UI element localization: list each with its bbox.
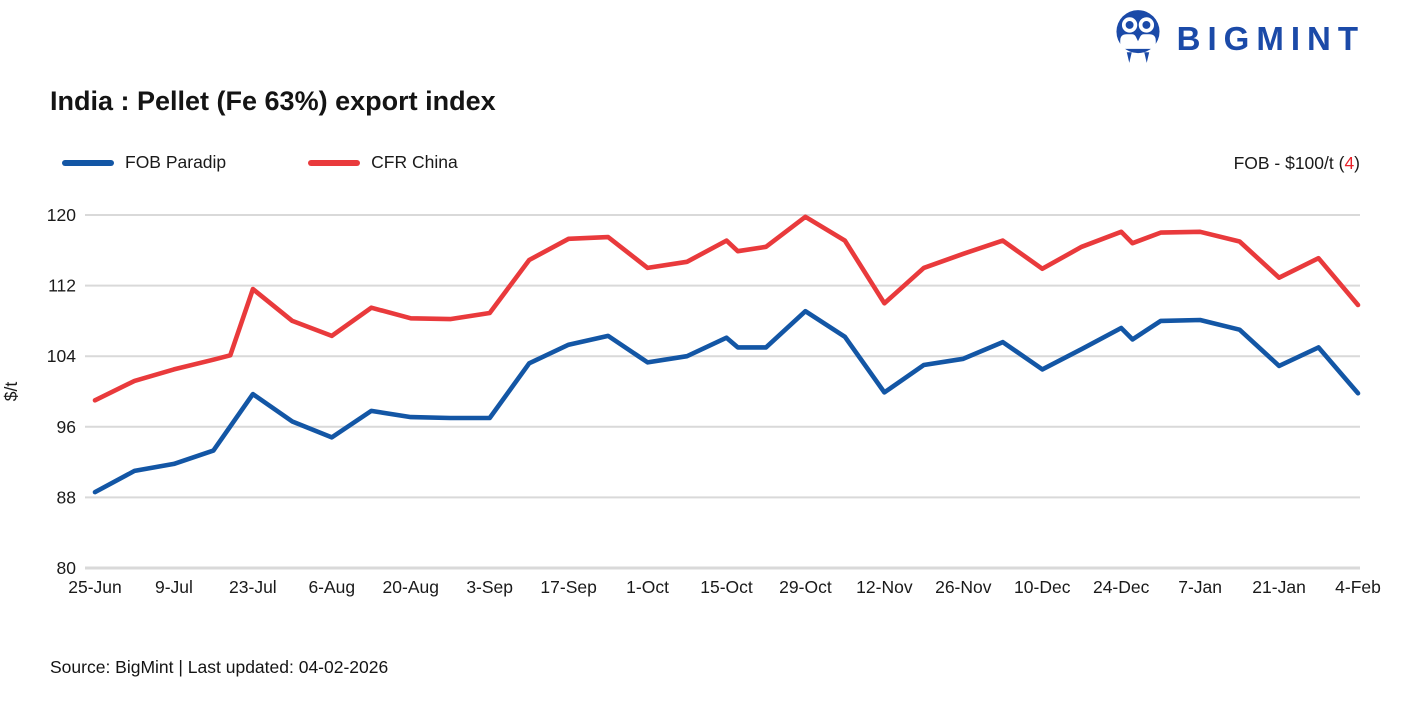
bigmint-logo-text: BIGMINT [1176,19,1365,57]
x-tick-label-26-Nov: 26-Nov [935,577,992,597]
x-tick-label-21-Jan: 21-Jan [1252,577,1306,597]
chart-legend: FOB Paradip CFR China [62,152,458,173]
x-tick-label-3-Sep: 3-Sep [466,577,513,597]
series-line-fob-paradip [92,308,1361,495]
y-tick-label-112: 112 [48,276,76,296]
series-line-cfr-china [92,214,1361,403]
source-note: Source: BigMint | Last updated: 04-02-20… [50,657,389,677]
x-tick-label-7-Jan: 7-Jan [1178,577,1222,597]
x-tick-label-20-Aug: 20-Aug [383,577,439,597]
x-tick-label-12-Nov: 12-Nov [856,577,913,597]
x-tick-label-4-Feb: 4-Feb [1335,577,1381,597]
fob-price-paren-close: ) [1354,153,1360,173]
legend-swatch-cfr-china [308,159,361,166]
y-tick-label-88: 88 [57,487,76,507]
chart-title: India : Pellet (Fe 63%) export index [50,86,496,116]
x-tick-label-29-Oct: 29-Oct [779,577,832,597]
y-tick-label-104: 104 [47,346,76,366]
legend-swatch-fob-paradip [62,159,114,166]
y-tick-label-80: 80 [57,558,77,578]
y-axis-label: $/t [1,382,21,402]
fob-price-label: FOB - $100/t ( [1233,153,1345,173]
x-tick-label-25-Jun: 25-Jun [68,577,122,597]
bigmint-logo: BIGMINT [1112,9,1365,65]
x-tick-label-9-Jul: 9-Jul [155,577,193,597]
x-tick-label-15-Oct: 15-Oct [700,577,753,597]
y-tick-label-96: 96 [57,417,76,437]
x-tick-label-24-Dec: 24-Dec [1093,577,1150,597]
legend-label-fob-paradip: FOB Paradip [125,152,227,172]
fob-price-change-value: 4 [1344,153,1355,173]
x-tick-label-23-Jul: 23-Jul [229,577,277,597]
bigmint-logo-icon [1116,10,1160,63]
x-tick-label-1-Oct: 1-Oct [626,577,669,597]
legend-item-cfr-china: CFR China [308,152,458,173]
legend-item-fob-paradip: FOB Paradip [62,152,226,173]
fob-price-annotation: FOB - $100/t (4) [1234,153,1360,174]
x-tick-label-17-Sep: 17-Sep [540,577,596,597]
x-tick-label-6-Aug: 6-Aug [308,577,355,597]
legend-label-cfr-china: CFR China [371,152,458,172]
x-tick-label-10-Dec: 10-Dec [1014,577,1071,597]
y-tick-label-120: 120 [47,205,76,225]
